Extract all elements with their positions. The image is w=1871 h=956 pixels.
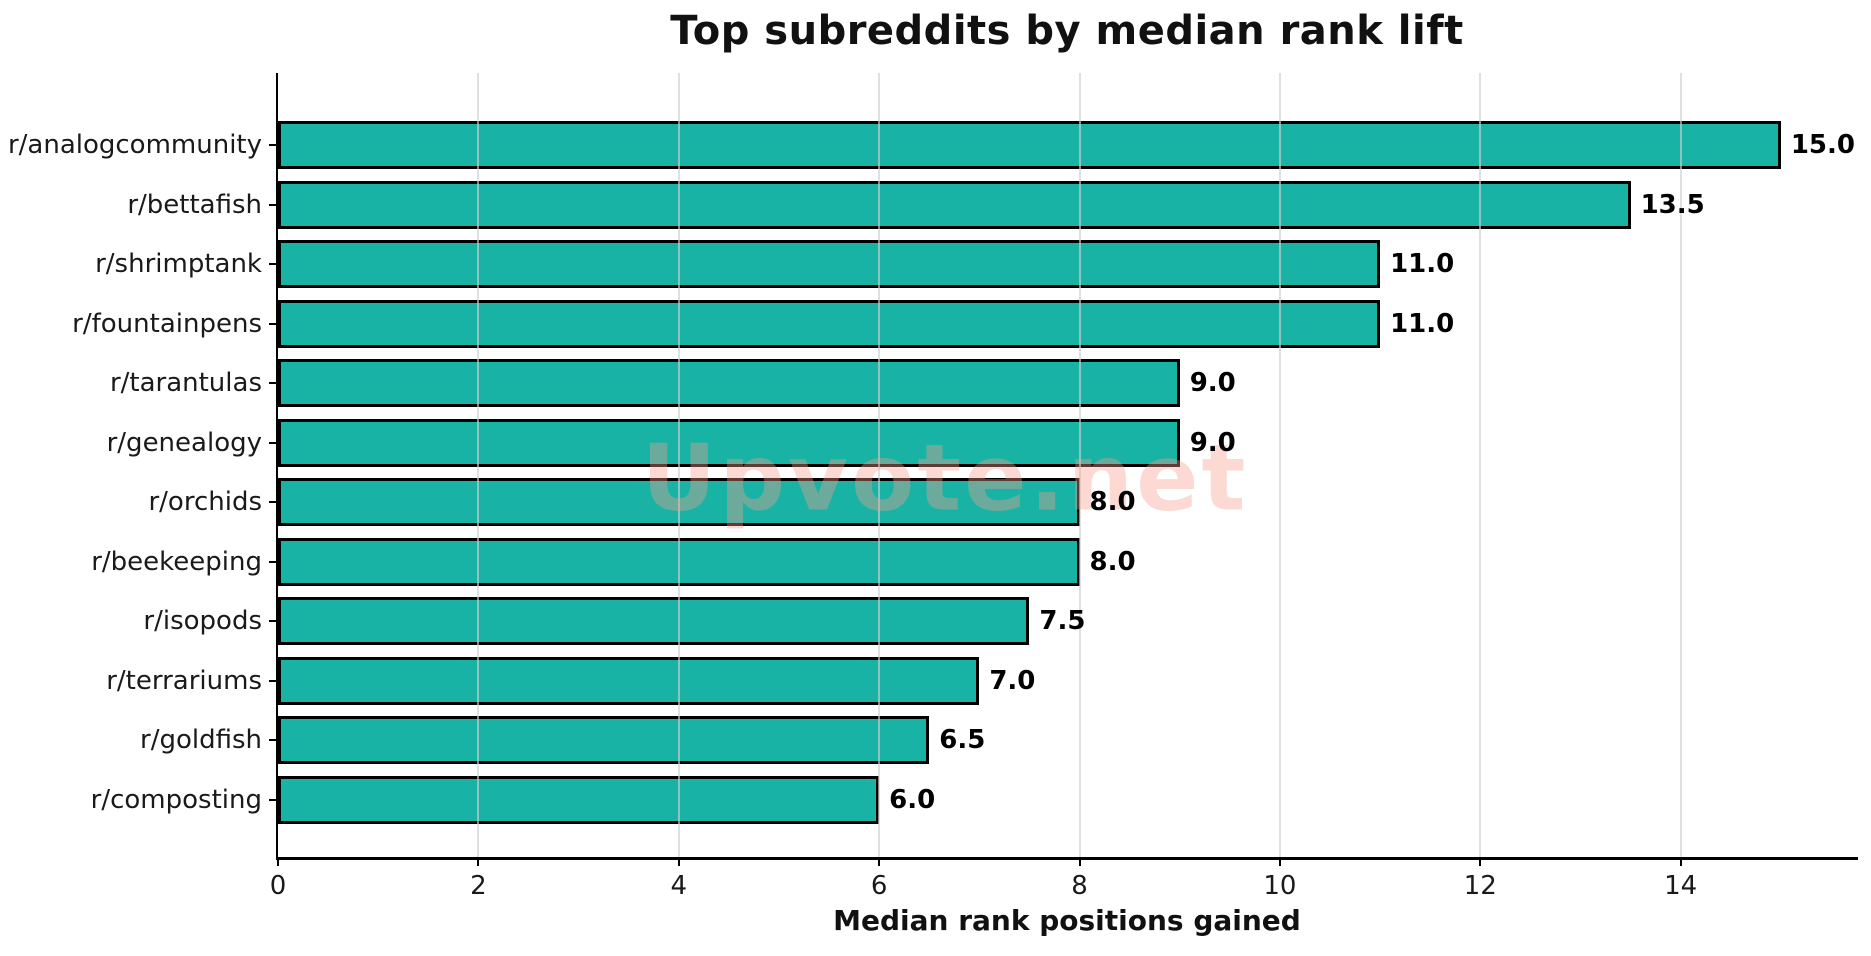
y-tick-mark	[269, 322, 278, 325]
y-tick-mark	[269, 203, 278, 206]
bar-value-label: 8.0	[1089, 487, 1136, 517]
x-tick-label: 8	[1071, 871, 1088, 901]
gridline-x-4	[677, 73, 680, 857]
y-category-label: r/isopods	[143, 606, 262, 636]
bar-value-label: 9.0	[1189, 368, 1236, 398]
bar	[278, 299, 1381, 348]
y-tick-mark	[269, 263, 278, 265]
y-tick-mark	[269, 441, 278, 444]
y-category-label: r/bettafish	[127, 189, 262, 220]
x-tick-mark	[1278, 857, 1281, 866]
bar	[278, 240, 1381, 288]
y-tick-mark	[269, 501, 278, 503]
bar-value-label: 15.0	[1790, 130, 1855, 160]
bar-value-label: 11.0	[1390, 249, 1455, 279]
bar-value-label: 7.0	[989, 665, 1036, 696]
y-category-label: r/fountainpens	[72, 308, 262, 339]
gridline-x-10	[1278, 73, 1281, 857]
x-tick-mark	[1679, 857, 1682, 866]
y-category-label: r/shrimptank	[95, 249, 262, 279]
x-axis-spine	[276, 857, 1858, 860]
x-tick-label: 2	[470, 871, 487, 901]
x-tick-mark	[1479, 857, 1482, 866]
y-category-label: r/goldfish	[140, 725, 262, 755]
x-tick-mark	[878, 857, 881, 866]
y-category-label: r/analogcommunity	[7, 130, 262, 160]
bar	[278, 180, 1631, 229]
y-category-label: r/composting	[90, 784, 262, 815]
y-tick-mark	[269, 739, 278, 741]
gridline-x-8	[1078, 73, 1081, 857]
x-tick-mark	[1078, 857, 1081, 866]
bar-value-label: 8.0	[1089, 546, 1136, 577]
gridline-x-12	[1479, 73, 1482, 857]
y-tick-mark	[269, 382, 278, 384]
x-tick-label: 6	[870, 871, 888, 901]
bar	[278, 359, 1180, 407]
x-tick-label: 0	[269, 871, 287, 901]
x-tick-label: 10	[1263, 871, 1297, 901]
y-category-label: r/tarantulas	[109, 368, 262, 398]
y-tick-mark	[269, 798, 278, 801]
bar-value-label: 6.0	[889, 784, 936, 815]
x-tick-mark	[477, 857, 480, 866]
x-axis-label: Median rank positions gained	[833, 904, 1301, 937]
bar	[278, 716, 930, 764]
bar-value-label: 11.0	[1390, 308, 1455, 339]
bar	[278, 775, 880, 824]
y-category-label: r/beekeeping	[91, 546, 262, 577]
bar	[278, 418, 1180, 467]
x-tick-mark	[277, 857, 279, 866]
y-category-label: r/orchids	[148, 487, 262, 517]
y-category-label: r/terrariums	[106, 665, 262, 696]
bar	[278, 597, 1030, 645]
y-tick-mark	[269, 679, 278, 682]
bar-value-label: 13.5	[1640, 189, 1705, 220]
gridline-x-6	[878, 73, 881, 857]
y-axis-spine	[276, 73, 278, 860]
gridline-x-14	[1679, 73, 1682, 857]
y-tick-mark	[269, 144, 278, 146]
bar-value-label: 7.5	[1039, 606, 1086, 636]
x-tick-label: 4	[670, 871, 688, 901]
bar	[278, 121, 1781, 169]
gridline-x-2	[477, 73, 480, 857]
x-tick-label: 14	[1664, 871, 1698, 901]
bar-value-label: 6.5	[939, 725, 986, 755]
bar	[278, 656, 980, 705]
chart-title: Top subreddits by median rank lift	[670, 8, 1464, 54]
x-tick-label: 12	[1463, 871, 1497, 901]
y-tick-mark	[269, 620, 278, 622]
y-category-label: r/genealogy	[106, 427, 262, 458]
x-tick-mark	[677, 857, 680, 866]
bar-value-label: 9.0	[1189, 427, 1236, 458]
y-tick-mark	[269, 560, 278, 563]
